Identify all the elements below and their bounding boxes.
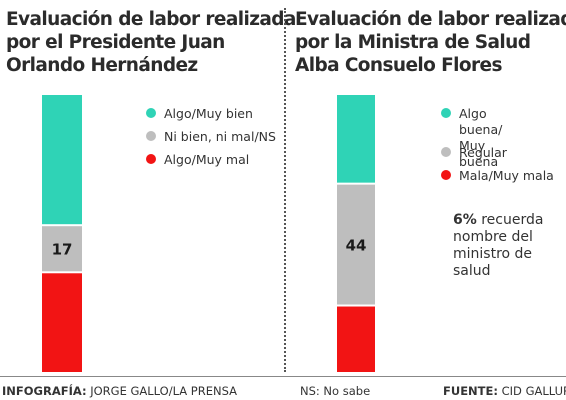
chart-title-line: Evaluación de labor realizada bbox=[6, 9, 296, 30]
footer-source-label: FUENTE: bbox=[443, 384, 498, 398]
bar-data-label: 17 bbox=[52, 241, 73, 259]
stacked-bar: 17 bbox=[42, 95, 82, 372]
legend-item: Algo/Muy bien bbox=[146, 106, 253, 121]
legend-item: Algo buena/ Muy buena bbox=[441, 106, 502, 170]
footer-credit-value: JORGE GALLO/LA PRENSA bbox=[90, 384, 237, 398]
bar-segment bbox=[42, 273, 82, 372]
chart-title-line: Alba Consuelo Flores bbox=[295, 55, 502, 76]
legend-label: Algo buena/ Muy buena bbox=[459, 106, 503, 169]
legend-label: Ni bien, ni mal/NS bbox=[164, 129, 276, 144]
footer-source-value: CID GALLUP bbox=[501, 384, 566, 398]
legend-swatch bbox=[146, 131, 156, 141]
legend-swatch bbox=[146, 108, 156, 118]
legend-item: Regular bbox=[441, 145, 507, 160]
legend-item: Algo/Muy mal bbox=[146, 152, 249, 167]
footer-credit-label: INFOGRAFÍA: bbox=[2, 384, 87, 398]
panel-divider bbox=[284, 8, 286, 372]
bar-segment bbox=[337, 95, 375, 183]
chart-panel-presidente: Evaluación de labor realizada por el Pre… bbox=[0, 0, 296, 372]
note-text: ministro de bbox=[453, 246, 533, 262]
bar-segment bbox=[337, 184, 375, 305]
chart-title-line: Orlando Hernández bbox=[6, 55, 198, 76]
footer-credit: INFOGRAFÍA: JORGE GALLO/LA PRENSA bbox=[2, 384, 237, 398]
note-percent: 6% bbox=[453, 212, 477, 228]
bar-segment bbox=[42, 226, 82, 272]
legend-label: Algo/Muy bien bbox=[164, 106, 253, 121]
legend-item: Mala/Muy mala bbox=[441, 168, 554, 183]
legend-swatch bbox=[441, 147, 451, 157]
legend-swatch bbox=[441, 170, 451, 180]
bar-segment bbox=[42, 95, 82, 225]
chart-title-line: por la Ministra de Salud bbox=[295, 32, 531, 53]
footer-ns-text: NS: No sabe bbox=[300, 384, 371, 398]
legend-label: Regular bbox=[459, 145, 507, 160]
footer-ns-note: NS: No sabe bbox=[300, 384, 370, 398]
chart-title-line: por el Presidente Juan bbox=[6, 32, 225, 53]
footer-rule bbox=[0, 376, 566, 377]
note-text: recuerda bbox=[481, 212, 544, 228]
stacked-bar: 44 bbox=[337, 95, 375, 372]
legend-swatch bbox=[441, 108, 451, 118]
chart-title-line: Evaluación de labor realizada bbox=[295, 9, 566, 30]
legend-label: Mala/Muy mala bbox=[459, 168, 554, 183]
chart-title: Evaluación de labor realizada por el Pre… bbox=[6, 8, 296, 77]
note-recall: 6% recuerda nombre del ministro de salud bbox=[453, 212, 543, 280]
bar-data-label: 44 bbox=[346, 237, 367, 255]
chart-panel-ministra: Evaluación de labor realizada por la Min… bbox=[291, 0, 566, 372]
legend-label: Algo/Muy mal bbox=[164, 152, 250, 167]
legend-swatch bbox=[146, 154, 156, 164]
note-text: nombre del bbox=[453, 229, 533, 245]
bar-segment bbox=[337, 306, 375, 372]
chart-title: Evaluación de labor realizada por la Min… bbox=[295, 8, 566, 77]
note-text: salud bbox=[453, 263, 491, 279]
footer-source: FUENTE: CID GALLUP bbox=[443, 384, 566, 398]
legend-item: Ni bien, ni mal/NS bbox=[146, 129, 276, 144]
